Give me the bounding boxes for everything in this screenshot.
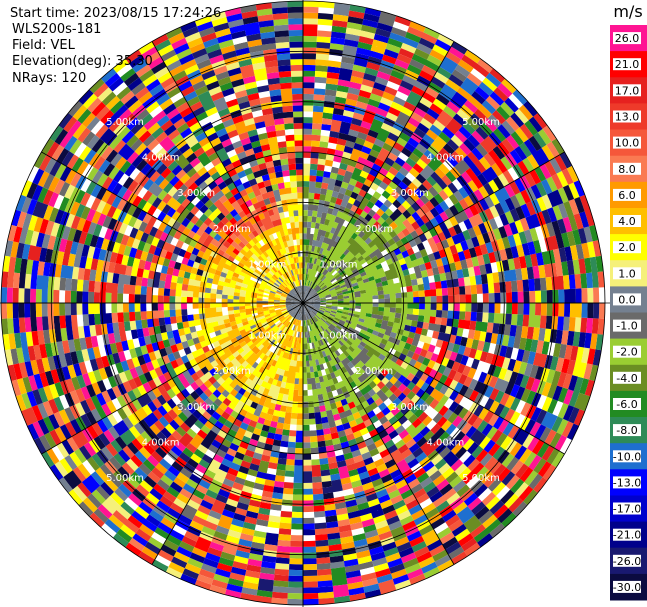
azimuth-spoke — [41, 151, 304, 304]
range-ring-label: 2.00km — [213, 366, 251, 377]
colorbar-tick-label: -8.0 — [616, 424, 637, 437]
gate-color-group — [18, 6, 594, 563]
colorbar-tick-label: 1.0 — [618, 267, 636, 280]
gate-color-group — [10, 4, 585, 575]
colorbar-label-bg — [613, 110, 641, 123]
range-ring-label: 5.00km — [462, 473, 500, 484]
colorbar-label-bg — [613, 554, 641, 567]
range-ring-label: 3.00km — [391, 188, 429, 199]
range-ring-label: 2.00km — [355, 366, 393, 377]
range-ring-label: 5.00km — [462, 117, 500, 128]
colorbar-label-bg — [613, 162, 641, 175]
ppi-gates — [0, 0, 606, 606]
colorbar-tick-label: 13.0 — [615, 111, 640, 124]
colorbar-label-bg — [613, 476, 641, 489]
colorbar-label-bg — [613, 293, 641, 306]
range-ring-label: 4.00km — [142, 153, 180, 164]
nrays-label: NRays: 120 — [12, 71, 87, 86]
colorbar-label-bg — [613, 450, 641, 463]
azimuth-spoke — [302, 302, 565, 455]
range-ring-label: 2.00km — [355, 224, 393, 235]
colorbar-label-bg — [613, 580, 641, 593]
elevation-label: Elevation(deg): 35.30 — [12, 54, 153, 69]
azimuth-spoke — [151, 41, 304, 304]
azimuth-spoke — [302, 302, 455, 565]
azimuth-spoke — [151, 302, 304, 565]
colorbar-label-bg — [613, 345, 641, 358]
colorbar-tick-label: 26.0 — [615, 32, 640, 45]
gate-color-group — [0, 18, 593, 593]
colorbar-tick-label: 4.0 — [618, 215, 636, 228]
gate-color-group — [16, 22, 602, 592]
colorbar-label-bg — [613, 371, 641, 384]
colorbar-tick-label: -17.0 — [613, 503, 641, 516]
azimuth-spoke — [302, 41, 455, 304]
colorbar-label-bg — [613, 424, 641, 437]
colorbar-label-bg — [613, 32, 641, 45]
range-ring-labels: 1.00km 1.00km 1.00km 1.00km 2.00km 2.00km 2.00… — [106, 117, 500, 484]
range-ring-label: 4.00km — [426, 437, 464, 448]
gate-color-group — [7, 8, 581, 600]
colorbar-tick-label: 21.0 — [615, 58, 640, 71]
colorbar-tick-label: -13.0 — [613, 476, 641, 489]
colorbar-label-bg — [613, 84, 641, 97]
range-ring-label: 2.00km — [213, 224, 251, 235]
colorbar-tick-label: 8.0 — [618, 163, 636, 176]
colorbar-tick-label: 10.0 — [615, 137, 640, 150]
colorbar-label-bg — [613, 502, 641, 515]
field-label: Field: VEL — [12, 38, 75, 53]
gate-color-group — [14, 0, 604, 604]
colorbar-label-bg — [613, 58, 641, 71]
range-ring-label: 4.00km — [142, 437, 180, 448]
colorbar-tick-label: -4.0 — [616, 372, 637, 385]
range-ring-label: 3.00km — [177, 402, 215, 413]
colorbar-label-bg — [613, 215, 641, 227]
colorbar-label-bg — [613, 241, 641, 254]
colorbar-label-bg — [613, 188, 641, 201]
colorbar-tick-label: -10.0 — [613, 450, 641, 463]
colorbar-tick-label: 6.0 — [618, 189, 636, 202]
range-ring-label: 3.00km — [391, 402, 429, 413]
colorbar-label-bg — [613, 528, 641, 541]
azimuth-spoke — [41, 302, 304, 455]
colorbar-label-bg — [613, 398, 641, 410]
range-ring-label: 3.00km — [177, 188, 215, 199]
range-ring-label: 1.00km — [320, 331, 358, 342]
range-ring-label: 1.00km — [248, 259, 286, 270]
colorbar-tick-label: -30.0 — [613, 581, 641, 594]
instrument-label: WLS200s-181 — [12, 22, 102, 37]
colorbar-label-bg — [613, 319, 641, 332]
gate-color-group — [12, 7, 587, 599]
colorbar-tick-label: 17.0 — [615, 84, 640, 97]
range-ring-label: 1.00km — [248, 331, 286, 342]
colorbar-label-bg — [613, 136, 641, 149]
colorbar-unit: m/s — [613, 2, 642, 21]
colorbar-tick-label: -6.0 — [616, 398, 637, 411]
colorbar-label-bg — [613, 267, 641, 280]
range-ring-label: 4.00km — [426, 153, 464, 164]
range-ring-label: 5.00km — [106, 473, 144, 484]
colorbar-tick-label: 2.0 — [618, 241, 636, 254]
range-ring-label: 1.00km — [320, 259, 358, 270]
colorbar-tick-label: 0.0 — [618, 293, 636, 306]
colorbar-tick-label: -26.0 — [613, 555, 641, 568]
range-ring-label: 5.00km — [106, 117, 144, 128]
azimuth-spoke — [302, 151, 565, 304]
colorbar-tick-label: -1.0 — [616, 320, 637, 333]
colorbar-tick-label: -21.0 — [613, 529, 641, 542]
colorbar-tick-label: -2.0 — [616, 346, 637, 359]
start-time-label: Start time: 2023/08/15 17:24:26 — [10, 6, 222, 21]
